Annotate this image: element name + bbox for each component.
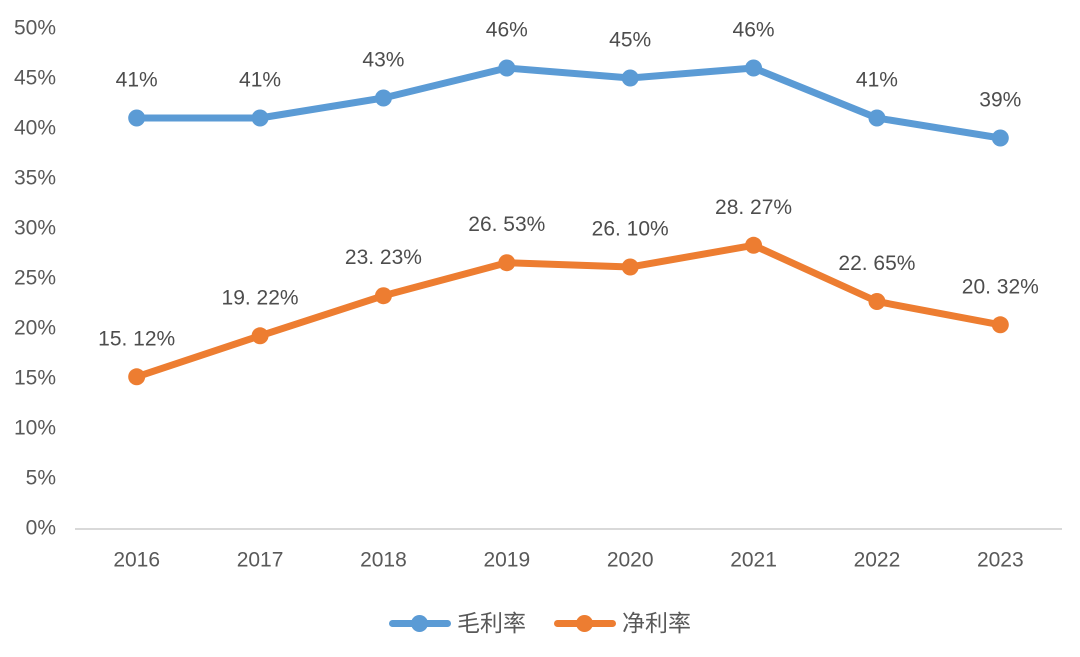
data-point-marker	[251, 327, 269, 345]
x-axis-tick-label: 2021	[730, 549, 777, 572]
y-axis-tick-label: 30%	[14, 217, 56, 240]
legend-item-net-margin: 净利率	[554, 612, 691, 635]
y-axis-tick-label: 15%	[14, 367, 56, 390]
data-point-marker	[621, 69, 639, 87]
data-point-label: 26. 53%	[468, 213, 545, 236]
data-point-marker	[128, 368, 146, 386]
x-axis-tick-label: 2019	[483, 549, 530, 572]
data-point-marker	[868, 293, 886, 310]
data-point-label: 41%	[239, 69, 281, 92]
x-axis-tick-label: 2022	[854, 549, 901, 572]
data-point-label: 23. 23%	[345, 246, 422, 269]
data-point-label: 28. 27%	[715, 196, 792, 219]
data-point-label: 43%	[362, 49, 404, 72]
x-axis-tick-label: 2020	[607, 549, 654, 572]
y-axis-tick-label: 50%	[14, 17, 56, 40]
data-point-marker	[374, 89, 392, 107]
data-point-label: 39%	[979, 89, 1021, 112]
y-axis-tick-label: 0%	[26, 517, 56, 540]
legend-marker-line-dot-icon	[389, 615, 451, 632]
chart-legend: 毛利率 净利率	[0, 612, 1080, 635]
y-axis-tick-label: 20%	[14, 317, 56, 340]
x-axis-tick-label: 2018	[360, 549, 407, 572]
legend-label-net-margin: 净利率	[622, 610, 691, 636]
data-point-marker	[374, 287, 392, 305]
series-line	[133, 241, 1004, 381]
data-point-marker	[498, 254, 516, 272]
line-chart-plot: 0% 5% 10% 15% 20% 25% 30% 35% 40% 45% 50% 2016 2017 2…	[14, 17, 1062, 572]
data-point-label: 45%	[609, 29, 651, 52]
data-point-label: 15. 12%	[98, 327, 175, 350]
data-point-marker	[745, 59, 763, 77]
legend-item-gross-margin: 毛利率	[389, 612, 526, 635]
y-axis-tick-label: 25%	[14, 267, 56, 290]
data-point-label: 20. 32%	[962, 275, 1039, 298]
data-point-marker	[498, 59, 516, 77]
data-point-label: 26. 10%	[592, 218, 669, 241]
series-line	[133, 64, 1004, 142]
data-point-marker	[251, 109, 269, 127]
data-point-label: 22. 65%	[838, 252, 915, 275]
x-axis-tick-label: 2016	[113, 549, 160, 572]
data-point-marker	[991, 316, 1009, 334]
y-axis-tick-label: 10%	[14, 417, 56, 440]
data-point-label: 41%	[116, 69, 158, 92]
y-axis-tick-label: 35%	[14, 167, 56, 190]
x-axis-tick-label: 2017	[237, 549, 284, 572]
data-point-marker	[745, 236, 763, 254]
legend-dot-swatch	[576, 615, 593, 632]
data-point-marker	[868, 109, 886, 127]
data-point-label: 46%	[486, 19, 528, 42]
y-axis-tick-label: 40%	[14, 117, 56, 140]
legend-marker-line-dot-icon	[554, 615, 616, 632]
legend-label-gross-margin: 毛利率	[457, 610, 526, 636]
data-point-marker	[128, 109, 146, 127]
data-point-label: 46%	[733, 19, 775, 42]
x-axis-tick-label: 2023	[977, 549, 1024, 572]
legend-dot-swatch	[411, 615, 428, 632]
y-axis-tick-label: 45%	[14, 67, 56, 90]
data-point-label: 41%	[856, 69, 898, 92]
y-axis-tick-label: 5%	[26, 467, 56, 490]
data-point-label: 19. 22%	[222, 286, 299, 309]
data-point-marker	[991, 129, 1009, 147]
data-point-marker	[621, 258, 639, 276]
